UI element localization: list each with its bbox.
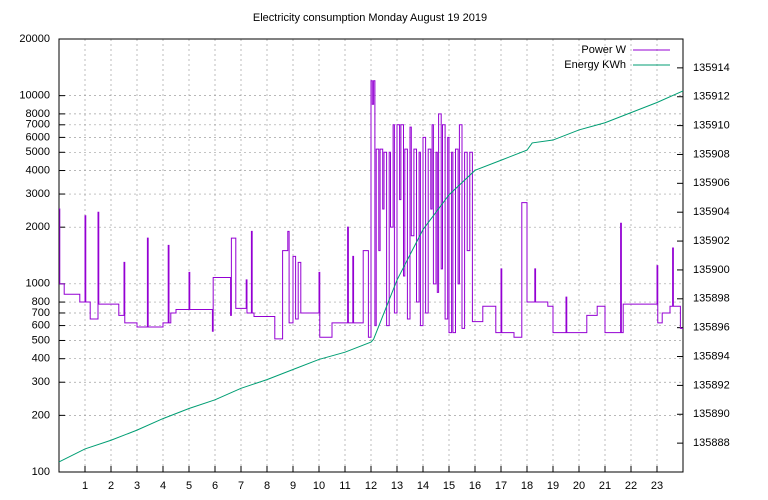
y-tick-label: 400 — [32, 353, 50, 365]
y-tick-label: 100 — [32, 466, 50, 478]
y2-tick-label: 135908 — [693, 148, 730, 160]
x-tick-label: 19 — [547, 480, 559, 492]
x-tick-label: 7 — [238, 480, 244, 492]
y2-tick-label: 135896 — [693, 322, 730, 334]
y-tick-label: 6000 — [26, 131, 50, 143]
y-tick-label: 2000 — [26, 221, 50, 233]
x-tick-label: 8 — [264, 480, 270, 492]
x-tick-label: 21 — [599, 480, 611, 492]
y2-tick-label: 135910 — [693, 120, 730, 132]
y-tick-label: 300 — [32, 376, 50, 388]
x-tick-label: 16 — [469, 480, 481, 492]
y-tick-label: 700 — [32, 307, 50, 319]
x-tick-label: 20 — [573, 480, 585, 492]
x-tick-label: 14 — [417, 480, 429, 492]
y-tick-label: 20000 — [19, 33, 50, 45]
y2-tick-label: 135912 — [693, 91, 730, 103]
chart-title: Electricity consumption Monday August 19… — [253, 12, 487, 24]
x-tick-label: 22 — [625, 480, 637, 492]
y-tick-label: 600 — [32, 319, 50, 331]
x-tick-label: 3 — [134, 480, 140, 492]
x-tick-label: 10 — [313, 480, 325, 492]
y2-tick-label: 135906 — [693, 177, 730, 189]
y2-tick-label: 135892 — [693, 379, 730, 391]
y-tick-label: 800 — [32, 296, 50, 308]
y-tick-label: 5000 — [26, 146, 50, 158]
x-tick-label: 23 — [651, 480, 663, 492]
x-tick-label: 2 — [108, 480, 114, 492]
y2-tick-label: 135888 — [693, 437, 730, 449]
x-tick-label: 6 — [212, 480, 218, 492]
x-tick-label: 13 — [391, 480, 403, 492]
x-tick-label: 4 — [160, 480, 166, 492]
y-tick-label: 7000 — [26, 119, 50, 131]
x-tick-label: 17 — [495, 480, 507, 492]
x-tick-label: 11 — [339, 480, 350, 492]
y-tick-label: 3000 — [26, 188, 50, 200]
series-line — [58, 90, 684, 463]
x-tick-label: 18 — [521, 480, 533, 492]
y2-tick-label: 135894 — [693, 350, 730, 362]
y2-tick-label: 135898 — [693, 293, 730, 305]
x-tick-label: 12 — [365, 480, 377, 492]
legend-label: Energy KWh — [564, 59, 626, 71]
y2-tick-label: 135900 — [693, 264, 730, 276]
y-tick-label: 8000 — [26, 108, 50, 120]
plot-frame — [58, 38, 684, 473]
x-tick-label: 15 — [443, 480, 455, 492]
y-tick-label: 4000 — [26, 164, 50, 176]
x-tick-label: 1 — [82, 480, 88, 492]
y2-tick-label: 135904 — [693, 206, 730, 218]
y2-tick-label: 135890 — [693, 408, 730, 420]
y2-tick-label: 135902 — [693, 235, 730, 247]
y-tick-label: 200 — [32, 409, 50, 421]
y-tick-label: 500 — [32, 334, 50, 346]
x-tick-label: 9 — [290, 480, 296, 492]
y2-tick-label: 135914 — [693, 62, 730, 74]
y-tick-label: 1000 — [26, 278, 50, 290]
x-tick-label: 5 — [186, 480, 192, 492]
series-line — [59, 80, 683, 340]
legend-label: Power W — [581, 44, 626, 56]
y-tick-label: 10000 — [19, 90, 50, 102]
